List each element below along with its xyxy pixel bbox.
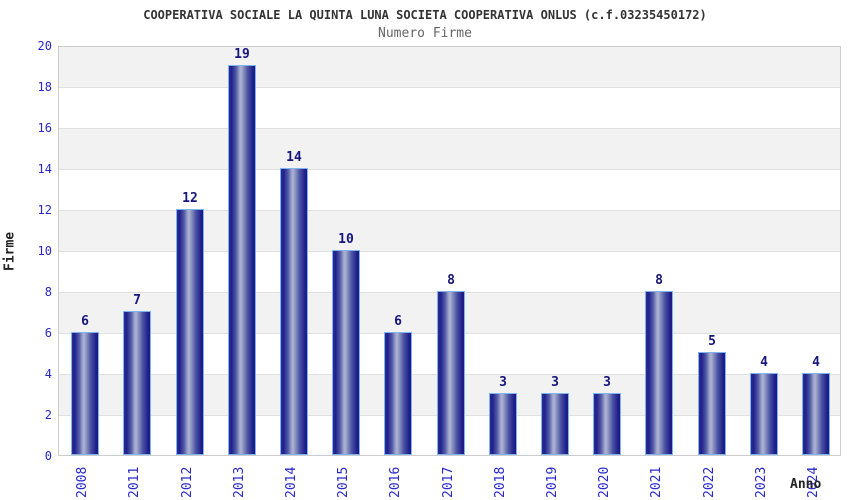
bar-value-label: 4 <box>812 355 820 370</box>
bar-value-label: 8 <box>655 273 663 288</box>
bar-value-label: 4 <box>760 355 768 370</box>
y-tick-label: 14 <box>37 162 52 176</box>
bar-value-label: 12 <box>182 191 198 206</box>
x-tick-label: 2013 <box>232 466 247 498</box>
x-tick-label: 2018 <box>493 466 508 498</box>
bar-2013 <box>228 65 256 455</box>
x-tick-label: 2014 <box>284 466 299 498</box>
bar-2017 <box>437 291 465 455</box>
x-tick-label: 2012 <box>180 466 195 498</box>
x-tick-label: 2016 <box>388 466 403 498</box>
y-tick-label: 4 <box>44 367 52 381</box>
y-tick-label: 20 <box>37 39 52 53</box>
bar-2018 <box>489 393 517 455</box>
bar-2014 <box>280 168 308 455</box>
y-tick-label: 18 <box>37 80 52 94</box>
bar-2022 <box>698 352 726 455</box>
bar-value-label: 10 <box>338 232 354 247</box>
plot-area: 6 7 12 19 14 10 6 8 3 3 3 8 5 4 4 <box>58 46 841 456</box>
bar-value-label: 6 <box>394 314 402 329</box>
bar-value-label: 3 <box>551 375 559 390</box>
x-tick-label: 2011 <box>127 466 142 498</box>
bar-2015 <box>332 250 360 455</box>
chart-subtitle: Numero Firme <box>378 26 472 41</box>
y-tick-label: 2 <box>44 408 52 422</box>
bar-2011 <box>123 311 151 455</box>
bar-value-label: 8 <box>447 273 455 288</box>
x-tick-label: 2021 <box>649 466 664 498</box>
bar-2016 <box>384 332 412 455</box>
bar-2021 <box>645 291 673 455</box>
bar-2019 <box>541 393 569 455</box>
bar-2024 <box>802 373 830 455</box>
y-tick-label: 0 <box>44 449 52 463</box>
x-tick-label: 2022 <box>702 466 717 498</box>
bar-2012 <box>176 209 204 455</box>
x-axis-label: Anno <box>790 477 822 492</box>
bar-value-label: 3 <box>499 375 507 390</box>
chart-title: COOPERATIVA SOCIALE LA QUINTA LUNA SOCIE… <box>143 8 707 22</box>
bar-value-label: 7 <box>133 293 141 308</box>
bar-value-label: 6 <box>81 314 89 329</box>
x-tick-label: 2015 <box>336 466 351 498</box>
y-tick-label: 16 <box>37 121 52 135</box>
y-tick-label: 10 <box>37 244 52 258</box>
bar-2008 <box>71 332 99 455</box>
x-tick-label: 2020 <box>597 466 612 498</box>
bar-value-label: 19 <box>234 47 250 62</box>
x-tick-label: 2023 <box>754 466 769 498</box>
bar-value-label: 5 <box>708 334 716 349</box>
x-tick-label: 2019 <box>545 466 560 498</box>
x-tick-label: 2017 <box>441 466 456 498</box>
bar-value-label: 14 <box>286 150 302 165</box>
bar-value-label: 3 <box>603 375 611 390</box>
x-tick-label: 2008 <box>75 466 90 498</box>
y-tick-label: 12 <box>37 203 52 217</box>
y-tick-label: 8 <box>44 285 52 299</box>
bar-2020 <box>593 393 621 455</box>
y-tick-label: 6 <box>44 326 52 340</box>
bar-2023 <box>750 373 778 455</box>
